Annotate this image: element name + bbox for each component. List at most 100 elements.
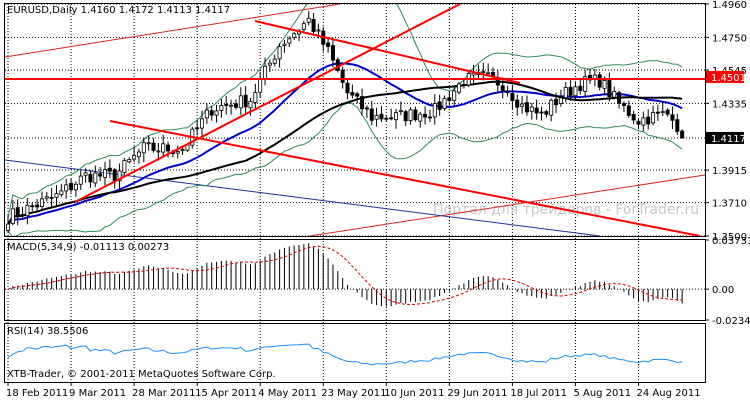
candle-body <box>563 86 568 99</box>
channel-lower-line <box>309 174 705 236</box>
candle-body <box>30 205 35 208</box>
candle-body <box>301 23 306 30</box>
time-tick-label: 29 Jun 2011 <box>447 388 507 399</box>
candle <box>680 129 685 139</box>
candle <box>437 94 442 116</box>
candle-body <box>549 99 554 116</box>
candle <box>132 146 137 163</box>
price-tick-label: 1.3500 <box>712 232 747 243</box>
candle-body <box>360 96 365 110</box>
macd-tick-label: 0.03731 <box>712 236 750 247</box>
candle <box>243 85 248 115</box>
candle <box>107 159 112 179</box>
support-trendline <box>74 4 461 203</box>
candle-body <box>229 104 234 107</box>
candle <box>35 198 40 212</box>
candle-body <box>355 93 360 97</box>
candle-body <box>660 111 665 114</box>
candle-body <box>199 118 204 129</box>
candle-body <box>35 204 40 208</box>
candle-body <box>510 92 515 102</box>
last-price-badge <box>706 131 744 144</box>
candle-body <box>54 193 59 198</box>
candle <box>88 170 93 188</box>
moving-average-slow <box>7 80 683 225</box>
candle <box>670 106 675 130</box>
candle-body <box>646 116 651 125</box>
candle-body <box>651 112 656 124</box>
candle <box>345 79 350 100</box>
candle-body <box>175 151 180 154</box>
price-tick-label: 1.4960 <box>712 0 747 11</box>
candle-body <box>505 90 510 94</box>
price-tick-label: 1.4750 <box>712 33 747 44</box>
candle-body <box>447 97 452 101</box>
candle <box>660 102 665 117</box>
candle-body <box>214 110 219 116</box>
candle-body <box>534 107 539 114</box>
candle <box>621 101 626 113</box>
candle-body <box>486 72 491 75</box>
candle <box>292 32 297 41</box>
candle <box>233 99 238 110</box>
candle <box>282 39 287 53</box>
candle-body <box>350 92 355 96</box>
candle <box>209 105 214 121</box>
time-tick-label: 5 Aug 2011 <box>573 388 631 399</box>
candle-body <box>379 113 384 120</box>
candle-body <box>248 100 253 109</box>
candle <box>655 104 660 122</box>
macd-panel-frame <box>4 239 706 321</box>
candle-body <box>195 127 200 130</box>
candle-body <box>393 112 398 121</box>
candle <box>631 110 636 124</box>
candle <box>408 107 413 125</box>
candle-body <box>326 42 331 47</box>
candle-body <box>122 160 127 173</box>
candle-body <box>481 71 486 74</box>
candle <box>393 108 398 129</box>
rsi-plot-area <box>7 343 683 366</box>
candle <box>554 92 559 114</box>
candle <box>597 71 602 91</box>
candle-body <box>578 85 583 91</box>
candle-body <box>330 45 335 61</box>
level-price-badge <box>706 70 744 83</box>
candle <box>374 107 379 127</box>
candle-body <box>316 29 321 32</box>
candle-body <box>626 105 631 116</box>
last-price-label: 1.4117 <box>711 134 746 145</box>
price-panel-frame <box>4 3 706 237</box>
candle-body <box>267 62 272 66</box>
candle-body <box>573 86 578 97</box>
candle-body <box>88 173 93 183</box>
candle-body <box>161 143 166 153</box>
candle-body <box>277 46 282 60</box>
candle-body <box>282 43 287 47</box>
candle <box>568 79 573 101</box>
candle <box>214 104 219 123</box>
candle <box>452 86 457 106</box>
candle <box>539 106 544 121</box>
candle <box>423 106 428 125</box>
rsi-panel-frame <box>4 323 706 383</box>
candle-body <box>520 103 525 107</box>
candle-body <box>340 69 345 83</box>
candle <box>524 95 529 116</box>
candle <box>224 96 229 115</box>
candle-body <box>10 208 15 224</box>
candle-body <box>413 109 418 121</box>
time-tick-label: 10 Jun 2011 <box>384 388 444 399</box>
candle-body <box>554 98 559 106</box>
candle <box>544 109 549 118</box>
candle <box>486 63 491 77</box>
candle-body <box>612 91 617 98</box>
candle <box>39 191 44 211</box>
candle <box>379 105 384 123</box>
candle <box>15 199 20 226</box>
macd-signal-line <box>7 245 683 306</box>
candle-body <box>103 169 108 178</box>
candle <box>127 157 132 164</box>
candle <box>141 137 146 163</box>
symbol-header: EURUSD,Daily 1.4160 1.4172 1.4113 1.4117 <box>7 5 230 16</box>
